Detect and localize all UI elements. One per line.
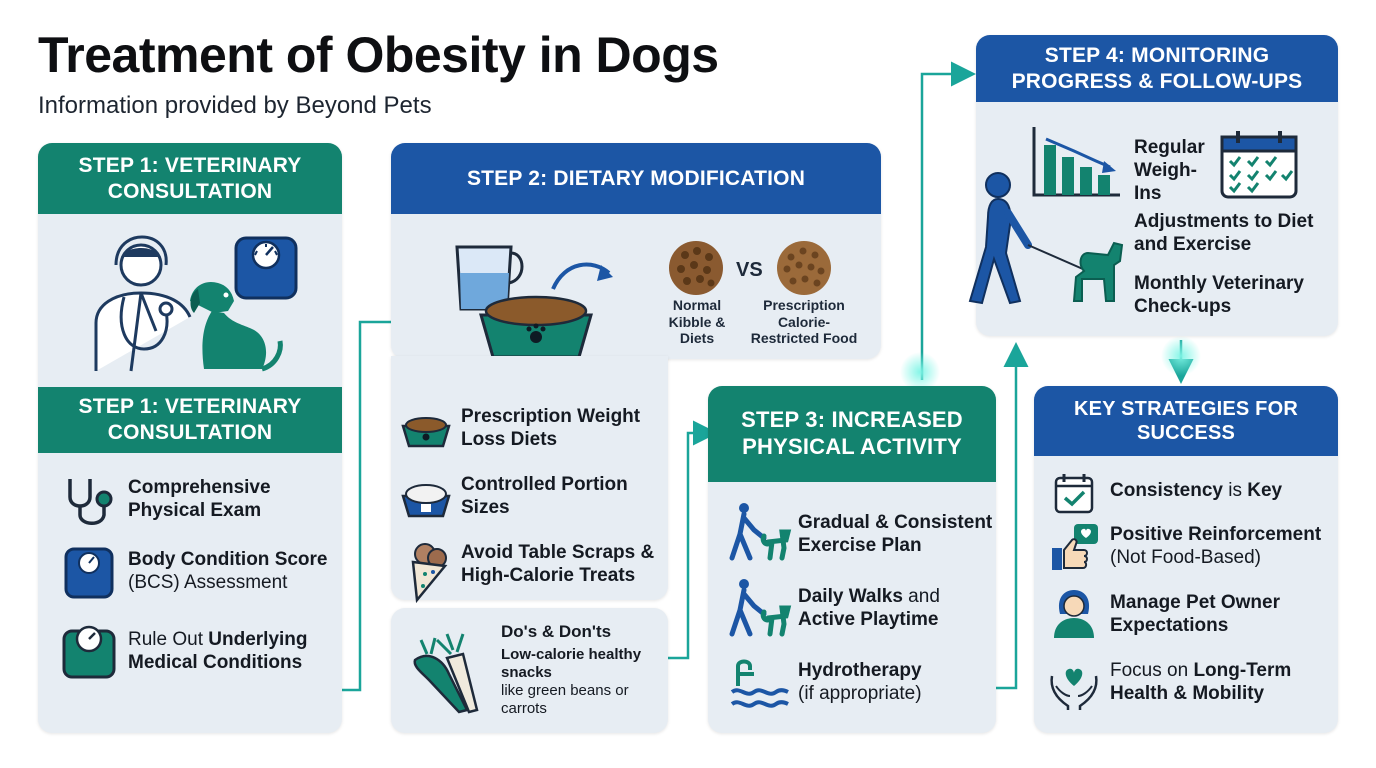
step3-item-walks-bold: Daily Walks — [798, 586, 903, 607]
page-title: Treatment of Obesity in Dogs — [38, 27, 719, 83]
scale-gauge-icon — [62, 625, 116, 679]
step2-item-portion: Controlled Portion Sizes — [461, 474, 661, 520]
step4-item-adjustments: Adjustments to Diet and Exercise — [1134, 211, 1334, 257]
connector-step2-step3 — [650, 420, 718, 660]
ice-cream-cone-icon — [411, 543, 448, 604]
strategy-consistency-bold: Consistency — [1110, 480, 1223, 501]
carrot-beans-icon — [413, 633, 479, 714]
step2-item-diets-label: Prescription Weight Loss Diets — [461, 406, 641, 450]
strategy-item-reinforcement: Positive Reinforcement (Not Food-Based) — [1110, 524, 1336, 570]
step2-card-top: STEP 2: DIETARY MODIFICATION VS Normal K… — [391, 143, 881, 359]
hands-heart-icon — [1050, 668, 1098, 710]
step1-item-bcs-normal: (BCS) Assessment — [128, 571, 288, 593]
step1-card: STEP 1: VETERINARY CONSULTATION STEP 1: … — [38, 143, 342, 733]
step4-card: STEP 4: MONITORING PROGRESS & FOLLOW-UPS… — [968, 35, 1338, 336]
walking-dog-icon — [729, 503, 792, 561]
step2-item-scraps: Avoid Table Scraps & High-Calorie Treats — [461, 542, 666, 588]
step1-header-top: STEP 1: VETERINARY CONSULTATION — [38, 143, 342, 214]
food-bowl-icon — [401, 417, 451, 448]
strategy-item-expectations: Manage Pet Owner Expectations — [1110, 592, 1330, 638]
calendar-icon — [1220, 131, 1298, 199]
strategy-consistency-normal: is — [1222, 480, 1248, 501]
step4-item-checkups-label: Monthly Veterinary Check-ups — [1134, 273, 1304, 317]
strategies-card: KEY STRATEGIES FOR SUCCESS Consistency i… — [1034, 386, 1338, 733]
step1-header-mid: STEP 1: VETERINARY CONSULTATION — [38, 387, 342, 453]
strategy-reinforcement-normal: (Not Food-Based) — [1110, 546, 1262, 568]
step1-item-rule-out: Rule Out Underlying Medical Conditions — [128, 629, 338, 675]
step3-header: STEP 3: INCREASED PHYSICAL ACTIVITY — [708, 386, 996, 482]
vet-with-dog-icon — [94, 235, 283, 372]
step2-item-portion-label: Controlled Portion Sizes — [461, 474, 628, 518]
step4-item-checkups: Monthly Veterinary Check-ups — [1134, 273, 1334, 319]
dos-donts-text: Low-calorie healthy snacks like green be… — [501, 646, 661, 718]
weight-scale-icon — [234, 236, 298, 300]
step3-card: STEP 3: INCREASED PHYSICAL ACTIVITY Grad… — [708, 386, 996, 733]
strategy-expectations-label: Manage Pet Owner Expectations — [1110, 592, 1280, 636]
declining-chart-icon — [1032, 127, 1120, 197]
step3-item-walks: Daily Walks and Active Playtime — [798, 586, 993, 632]
strategy-item-consistency: Consistency is Key — [1110, 480, 1330, 503]
step1-item-exam: Comprehensive Physical Exam — [128, 477, 333, 523]
arrow-icon — [551, 262, 613, 290]
measuring-cup-and-bowl-icon — [455, 245, 593, 359]
dos-donts-card: Do's & Don'ts Low-calorie healthy snacks… — [391, 608, 668, 733]
connector-step3-step4 — [920, 61, 976, 380]
normal-kibble-icon — [669, 241, 723, 295]
step1-item-bcs: Body Condition Score (BCS) Assessment — [128, 549, 338, 595]
vs-label: VS — [736, 259, 763, 281]
strategy-item-long-term: Focus on Long-Term Health & Mobility — [1110, 660, 1336, 706]
step2-item-diets: Prescription Weight Loss Diets — [461, 406, 661, 452]
step2-card-bottom: Prescription Weight Loss Diets Controlle… — [391, 356, 668, 604]
step4-item-weighins-label: Regular Weigh-Ins — [1134, 137, 1205, 204]
portion-bowl-icon — [401, 484, 451, 518]
step4-header: STEP 4: MONITORING PROGRESS & FOLLOW-UPS — [976, 35, 1338, 102]
scale-icon — [64, 547, 114, 599]
strategies-header: KEY STRATEGIES FOR SUCCESS — [1034, 386, 1338, 456]
thumbs-up-heart-icon — [1052, 524, 1098, 570]
pool-icon — [730, 659, 789, 708]
connector-step1-step2 — [330, 309, 430, 692]
step3-item-hydro: Hydrotherapy (if appropriate) — [798, 660, 993, 706]
step2-header: STEP 2: DIETARY MODIFICATION — [391, 143, 881, 214]
step1-item-rule-out-normal: Rule Out — [128, 629, 209, 650]
step3-item-hydro-bold: Hydrotherapy — [798, 660, 922, 681]
step2-item-scraps-label: Avoid Table Scraps & High-Calorie Treats — [461, 542, 655, 586]
step1-item-bcs-bold: Body Condition Score — [128, 549, 328, 570]
person-icon — [1054, 590, 1094, 638]
step1-item-rule-out-bold: Underlying Medical Conditions — [128, 629, 308, 673]
person-walking-dog-icon — [968, 172, 1124, 305]
strategy-consistency-bold2: Key — [1247, 480, 1283, 501]
step3-item-walks-bold2: Active Playtime — [798, 608, 939, 630]
step3-item-plan-label: Gradual & Consistent Exercise Plan — [798, 512, 993, 556]
stethoscope-icon — [68, 479, 113, 525]
step3-item-plan: Gradual & Consistent Exercise Plan — [798, 512, 993, 558]
calendar-check-icon — [1054, 474, 1094, 514]
dos-donts-normal: like green beans or carrots — [501, 682, 629, 717]
dos-donts-bold: Low-calorie healthy snacks — [501, 646, 642, 681]
step3-item-hydro-normal: (if appropriate) — [798, 682, 922, 704]
normal-kibble-label: Normal Kibble & Diets — [668, 297, 726, 347]
prescription-kibble-icon — [777, 241, 831, 295]
page-subtitle: Information provided by Beyond Pets — [38, 92, 432, 119]
step4-item-weighins: Regular Weigh-Ins — [1134, 137, 1218, 205]
step3-item-walks-normal: and — [902, 586, 940, 607]
dos-donts-title: Do's & Don'ts — [501, 622, 612, 641]
step4-item-adjustments-label: Adjustments to Diet and Exercise — [1134, 211, 1314, 255]
strategy-long-term-bold: Long-Term Health & Mobility — [1110, 660, 1292, 704]
strategy-long-term-normal: Focus on — [1110, 660, 1194, 681]
step1-item-exam-label: Comprehensive Physical Exam — [128, 477, 271, 521]
strategy-reinforcement-bold: Positive Reinforcement — [1110, 524, 1322, 545]
walking-dog-icon-2 — [729, 579, 792, 637]
prescription-food-label: Prescription Calorie-Restricted Food — [750, 297, 858, 347]
